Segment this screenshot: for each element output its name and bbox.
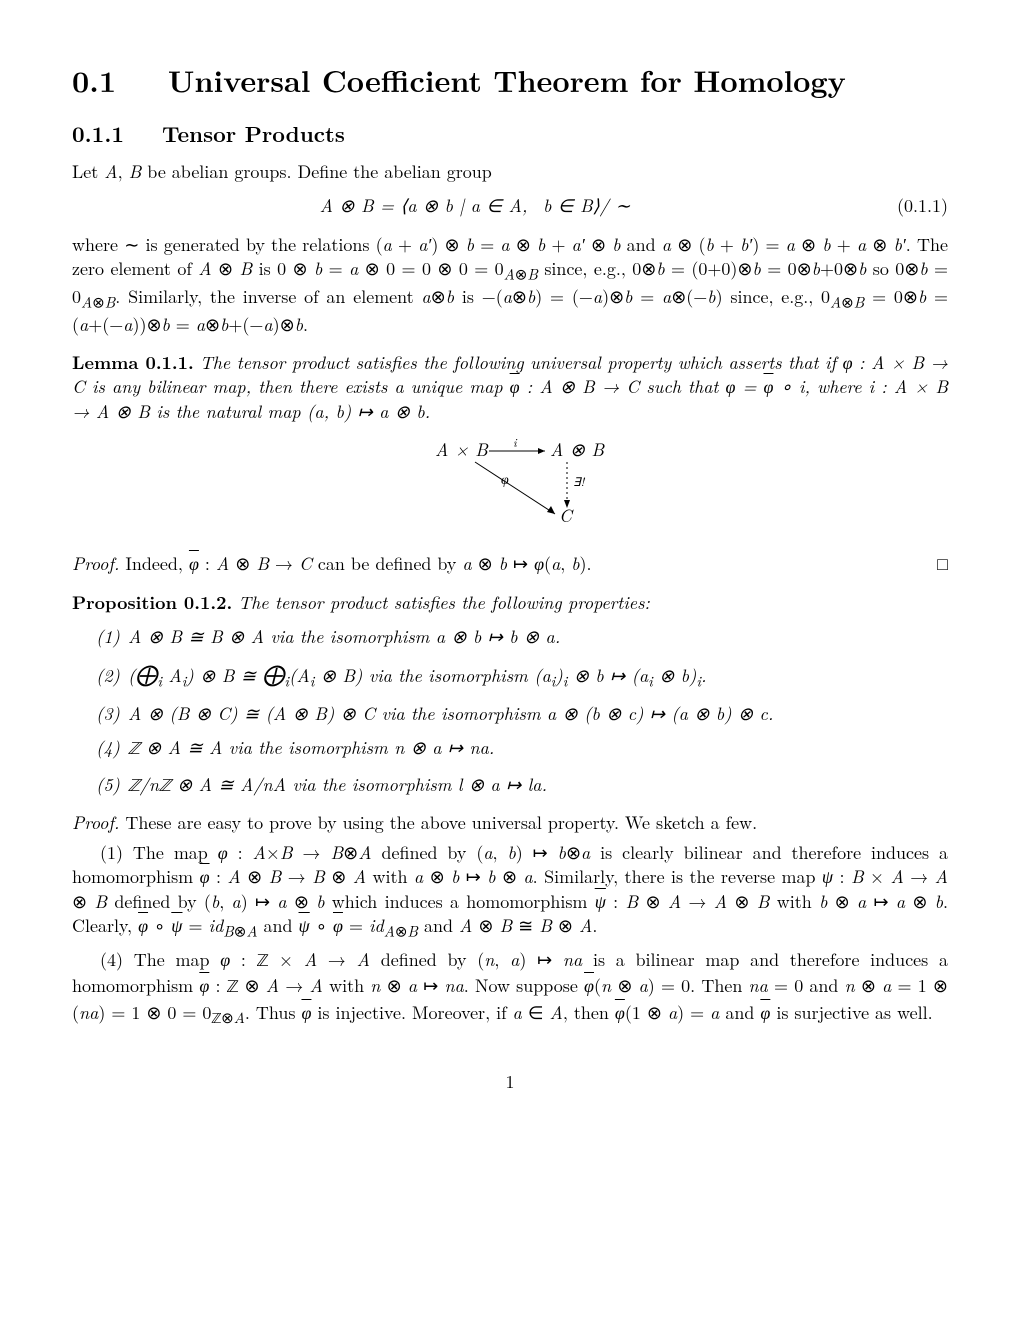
prop-item-4: (4)ℤ ⊗ A ≅ A via the isomorphism n ⊗ a ↦… bbox=[96, 736, 948, 762]
proof-lemma: Proof. Indeed, φ : A ⊗ B → C can be defi… bbox=[72, 552, 948, 576]
proof-prop-item1: (1) The map φ : A×B → B⊗A defined by (a,… bbox=[72, 841, 948, 942]
diagram-label-i: i bbox=[513, 438, 518, 451]
diagram-node-AxB: A × B bbox=[435, 438, 489, 462]
equation-number: (0.1.1) bbox=[878, 194, 948, 218]
diagram-label-phi: φ bbox=[501, 469, 509, 489]
prop-item-1: (1)A ⊗ B ≅ B ⊗ A via the isomorphism a ⊗… bbox=[96, 625, 948, 649]
section-number: 0.1 bbox=[72, 58, 116, 101]
diagram-svg: A × B A ⊗ B C i φ ∃! bbox=[405, 438, 615, 528]
proof2-lead: These are easy to prove by using the abo… bbox=[125, 810, 757, 835]
prop-item-5: (5)ℤ/nℤ ⊗ A ≅ A/nA via the isomorphism l… bbox=[96, 773, 948, 799]
page-number: 1 bbox=[72, 1070, 948, 1094]
diagram-label-exists: ∃! bbox=[573, 473, 586, 490]
prop-lead: The tensor product satisfies the followi… bbox=[238, 590, 650, 615]
proof-prop-lead: Proof. These are easy to prove by using … bbox=[72, 811, 948, 835]
prop-item-2: (2)(⨁i Ai) ⊗ B ≅ ⨁i(Ai ⊗ B) via the isom… bbox=[96, 659, 948, 692]
equation-body: A ⊗ B = ⟨a ⊗ b | a ∈ A, b ∈ B⟩/ ∼ bbox=[72, 194, 878, 218]
prop-item-3: (3)A ⊗ (B ⊗ C) ≅ (A ⊗ B) ⊗ C via the iso… bbox=[96, 702, 948, 726]
prop-label: Proposition 0.1.2. bbox=[72, 590, 232, 615]
diagram-node-C: C bbox=[559, 503, 574, 528]
commutative-diagram: A × B A ⊗ B C i φ ∃! bbox=[72, 438, 948, 534]
relations-paragraph: where ∼ is generated by the relations (a… bbox=[72, 233, 948, 337]
diagram-arrow-phi bbox=[475, 462, 555, 514]
subsection-number: 0.1.1 bbox=[72, 118, 124, 149]
equation-0-1-1: A ⊗ B = ⟨a ⊗ b | a ∈ A, b ∈ B⟩/ ∼ (0.1.1… bbox=[72, 194, 948, 218]
section-heading: 0.1 Universal Coefficient Theorem for Ho… bbox=[72, 60, 948, 101]
proof-prop-item4: (4) The map φ : ℤ × A → A defined by (n,… bbox=[72, 948, 948, 1030]
lemma-text: The tensor product satisfies the followi… bbox=[72, 350, 948, 424]
subsection-heading: 0.1.1 Tensor Products bbox=[72, 119, 948, 149]
lemma-0-1-1: Lemma 0.1.1. The tensor product satisfie… bbox=[72, 351, 948, 424]
proposition-0-1-2: Proposition 0.1.2. The tensor product sa… bbox=[72, 591, 948, 615]
qed-box: □ bbox=[937, 552, 948, 576]
proof-text: Indeed, φ : A ⊗ B → C can be defined by … bbox=[125, 551, 591, 576]
prop-list: (1)A ⊗ B ≅ B ⊗ A via the isomorphism a ⊗… bbox=[72, 625, 948, 799]
diagram-node-AtensorB: A ⊗ B bbox=[550, 438, 605, 462]
intro-paragraph: Let A, B be abelian groups. Define the a… bbox=[72, 160, 948, 184]
lemma-label: Lemma 0.1.1. bbox=[72, 350, 194, 375]
proof-label: Proof. bbox=[72, 551, 119, 576]
proof2-label: Proof. bbox=[72, 810, 119, 835]
subsection-title: Tensor Products bbox=[162, 118, 345, 149]
section-title: Universal Coefficient Theorem for Homolo… bbox=[168, 58, 846, 101]
